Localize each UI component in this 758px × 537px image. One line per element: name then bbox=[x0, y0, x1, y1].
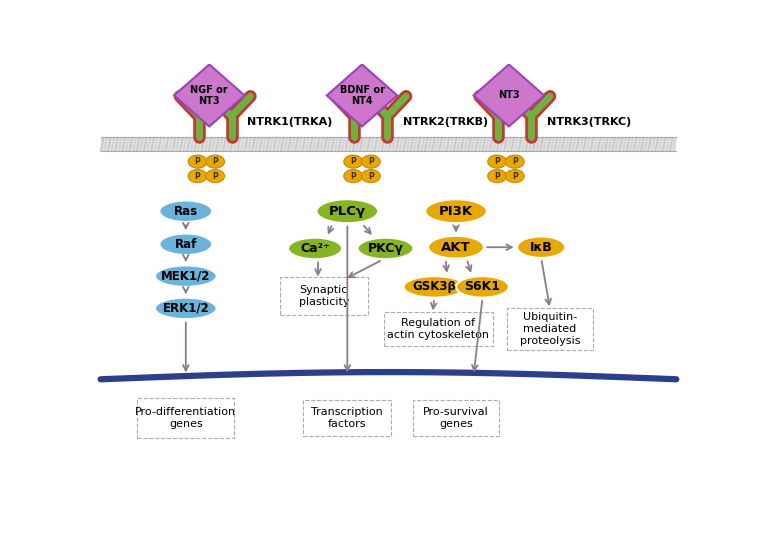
Ellipse shape bbox=[517, 236, 565, 258]
Ellipse shape bbox=[159, 200, 212, 222]
Text: P: P bbox=[350, 157, 356, 166]
Ellipse shape bbox=[506, 170, 525, 183]
Text: Synaptic
plasticity: Synaptic plasticity bbox=[299, 285, 349, 307]
Ellipse shape bbox=[188, 155, 207, 168]
Text: P: P bbox=[368, 172, 374, 180]
Text: S6K1: S6K1 bbox=[465, 280, 500, 293]
Text: AKT: AKT bbox=[441, 241, 471, 253]
Ellipse shape bbox=[487, 170, 506, 183]
Text: Pro-survival
genes: Pro-survival genes bbox=[423, 407, 489, 429]
Ellipse shape bbox=[362, 170, 381, 183]
Text: NTRK3(TRKC): NTRK3(TRKC) bbox=[547, 117, 631, 127]
Text: PI3K: PI3K bbox=[439, 205, 473, 217]
Text: P: P bbox=[212, 172, 218, 180]
Ellipse shape bbox=[205, 155, 224, 168]
Text: P: P bbox=[212, 157, 218, 166]
Ellipse shape bbox=[288, 238, 342, 259]
Text: Regulation of
actin cytoskeleton: Regulation of actin cytoskeleton bbox=[387, 318, 490, 340]
FancyBboxPatch shape bbox=[280, 278, 368, 315]
Ellipse shape bbox=[344, 170, 362, 183]
Text: P: P bbox=[368, 157, 374, 166]
Text: Transcription
factors: Transcription factors bbox=[312, 407, 384, 429]
Ellipse shape bbox=[362, 155, 381, 168]
Text: P: P bbox=[494, 157, 500, 166]
Text: P: P bbox=[494, 172, 500, 180]
FancyBboxPatch shape bbox=[507, 308, 593, 350]
Text: Raf: Raf bbox=[174, 238, 197, 251]
Text: NGF or
NT3: NGF or NT3 bbox=[190, 85, 228, 106]
FancyBboxPatch shape bbox=[384, 312, 493, 346]
Text: P: P bbox=[350, 172, 356, 180]
Ellipse shape bbox=[344, 155, 362, 168]
Text: NTRK1(TRKA): NTRK1(TRKA) bbox=[247, 117, 333, 127]
Text: Ubiquitin-
mediated
proteolysis: Ubiquitin- mediated proteolysis bbox=[520, 313, 581, 346]
Ellipse shape bbox=[188, 170, 207, 183]
Text: GSK3β: GSK3β bbox=[412, 280, 456, 293]
Ellipse shape bbox=[487, 155, 506, 168]
Ellipse shape bbox=[159, 234, 212, 255]
Ellipse shape bbox=[456, 276, 509, 297]
Ellipse shape bbox=[425, 199, 487, 223]
Ellipse shape bbox=[155, 265, 217, 287]
Ellipse shape bbox=[317, 199, 378, 223]
Ellipse shape bbox=[428, 236, 484, 259]
Text: ERK1/2: ERK1/2 bbox=[162, 302, 209, 315]
Polygon shape bbox=[327, 64, 397, 127]
FancyBboxPatch shape bbox=[137, 398, 234, 438]
Text: P: P bbox=[512, 157, 518, 166]
Text: Ca²⁺: Ca²⁺ bbox=[300, 242, 330, 255]
Ellipse shape bbox=[403, 276, 465, 297]
FancyBboxPatch shape bbox=[413, 401, 499, 436]
Text: Pro-differentiation
genes: Pro-differentiation genes bbox=[135, 407, 236, 429]
Text: NTRK2(TRKB): NTRK2(TRKB) bbox=[403, 117, 488, 127]
Bar bbox=[101, 137, 676, 151]
Polygon shape bbox=[474, 64, 544, 127]
Text: PKCγ: PKCγ bbox=[368, 242, 403, 255]
Polygon shape bbox=[174, 64, 245, 127]
Ellipse shape bbox=[358, 238, 413, 259]
Text: P: P bbox=[512, 172, 518, 180]
Text: NT3: NT3 bbox=[498, 90, 520, 100]
Ellipse shape bbox=[155, 297, 217, 319]
Text: BDNF or
NT4: BDNF or NT4 bbox=[340, 85, 384, 106]
Text: IκB: IκB bbox=[530, 241, 553, 253]
Text: P: P bbox=[195, 172, 200, 180]
Text: MEK1/2: MEK1/2 bbox=[161, 270, 211, 282]
Ellipse shape bbox=[205, 170, 224, 183]
Text: P: P bbox=[195, 157, 200, 166]
FancyBboxPatch shape bbox=[303, 401, 391, 436]
Text: Ras: Ras bbox=[174, 205, 198, 217]
Ellipse shape bbox=[506, 155, 525, 168]
Text: PLCγ: PLCγ bbox=[329, 205, 366, 217]
